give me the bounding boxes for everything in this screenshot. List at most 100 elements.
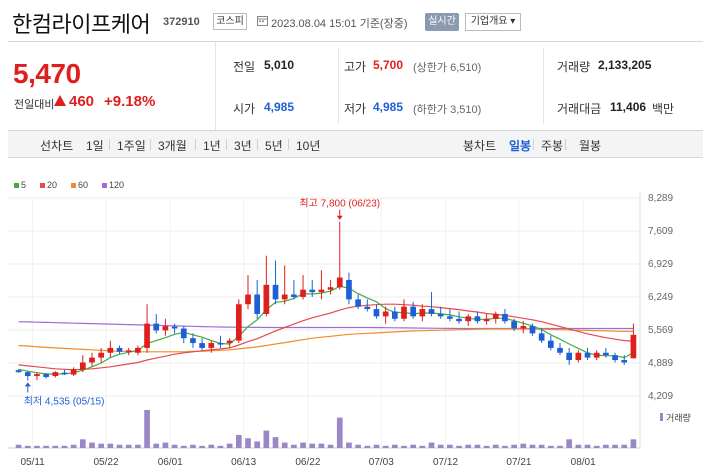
realtime-button[interactable]: 실시간 bbox=[425, 13, 459, 31]
min-annotation: 최저 4,535 (05/15) bbox=[24, 395, 105, 407]
y-tick-label: 5,569 bbox=[648, 325, 673, 336]
tab-1year[interactable]: 1년 bbox=[203, 139, 221, 153]
tab-weekly[interactable]: 주봉 bbox=[541, 139, 564, 153]
volume-bar bbox=[566, 439, 573, 448]
legend-ma60: 60 bbox=[78, 180, 89, 190]
candle-body bbox=[34, 374, 40, 377]
volume-bar bbox=[144, 410, 150, 448]
volume-bar bbox=[318, 443, 325, 448]
volume-bar bbox=[373, 444, 380, 448]
volume-bar bbox=[98, 443, 105, 448]
tab-1week[interactable]: 1주일 bbox=[117, 139, 146, 153]
candle-body bbox=[511, 321, 517, 329]
divider bbox=[533, 139, 534, 150]
legend-ma60-swatch bbox=[71, 183, 76, 188]
stock-name: 한컴라이프케어 bbox=[12, 12, 151, 37]
tab-1day[interactable]: 1일 bbox=[86, 139, 104, 153]
min-arrow-head bbox=[24, 382, 31, 387]
volume-bar bbox=[89, 442, 95, 448]
volume-bar bbox=[199, 445, 205, 448]
candle-body bbox=[52, 372, 59, 377]
candle-body bbox=[43, 374, 49, 378]
candle-body bbox=[612, 355, 618, 361]
volume-bar bbox=[125, 444, 132, 448]
volume-bar bbox=[281, 442, 288, 448]
candle-body bbox=[584, 352, 591, 358]
volume-bar bbox=[538, 444, 545, 448]
candle-body bbox=[547, 340, 554, 348]
volume-bar bbox=[245, 438, 251, 448]
x-tick-label: 08/01 bbox=[571, 457, 596, 468]
candle-body bbox=[79, 362, 86, 370]
tab-monthly[interactable]: 월봉 bbox=[579, 139, 602, 153]
volume-bar bbox=[419, 445, 426, 448]
volume-bar bbox=[190, 444, 196, 448]
candle-body bbox=[226, 340, 233, 344]
volume-bar bbox=[603, 444, 609, 448]
candle-body bbox=[24, 372, 31, 377]
candle-body bbox=[520, 326, 527, 329]
current-price: 5,470 bbox=[13, 58, 81, 89]
up-arrow-icon bbox=[54, 95, 66, 106]
x-tick-label: 06/13 bbox=[231, 457, 256, 468]
candle-body bbox=[456, 318, 462, 322]
candle-body bbox=[465, 316, 472, 322]
candle-body bbox=[566, 352, 573, 361]
legend-ma20: 20 bbox=[47, 180, 58, 190]
volume-bar bbox=[437, 444, 444, 448]
candle-body bbox=[483, 318, 490, 322]
candle-body bbox=[391, 311, 398, 319]
candle-body bbox=[61, 372, 68, 375]
candle-body bbox=[153, 323, 160, 331]
candle-body bbox=[162, 326, 169, 331]
divider bbox=[543, 48, 544, 124]
tab-3month[interactable]: 3개월 bbox=[158, 139, 187, 153]
candle-body bbox=[474, 316, 481, 322]
candle-body bbox=[603, 352, 609, 356]
legend-ma5-swatch bbox=[14, 183, 19, 188]
volume-bar bbox=[226, 443, 233, 448]
volume-bar bbox=[171, 444, 178, 448]
y-tick-label: 6,929 bbox=[648, 259, 673, 270]
tab-10year[interactable]: 10년 bbox=[296, 139, 321, 153]
candle-body bbox=[437, 313, 444, 317]
amount-label: 거래대금 bbox=[557, 102, 602, 116]
candle-body bbox=[245, 294, 251, 305]
volume-bar bbox=[61, 445, 68, 448]
volume-bar bbox=[410, 444, 417, 448]
x-tick-label: 07/12 bbox=[433, 457, 458, 468]
candle-body bbox=[291, 294, 297, 297]
legend-ma120: 120 bbox=[109, 180, 125, 190]
y-tick-label: 6,249 bbox=[648, 292, 673, 303]
change-amount: 460 bbox=[69, 93, 95, 110]
candle-body bbox=[630, 334, 637, 359]
candle-body bbox=[492, 313, 499, 319]
ma120-line bbox=[18, 321, 634, 330]
volume-legend-swatch bbox=[660, 413, 663, 421]
candle-body bbox=[89, 357, 95, 363]
company-overview-dropdown[interactable]: 기업개요 ▾ bbox=[465, 13, 521, 31]
legend-ma20-swatch bbox=[40, 183, 45, 188]
candle-body bbox=[346, 279, 352, 300]
candle-body bbox=[190, 338, 196, 344]
candle-body bbox=[70, 369, 77, 375]
divider bbox=[257, 139, 258, 150]
candle-body bbox=[621, 360, 628, 363]
volume-bar bbox=[547, 445, 554, 448]
candle-body bbox=[98, 352, 105, 358]
chart-grid bbox=[8, 192, 641, 449]
current-price-box bbox=[8, 42, 216, 130]
candle-body bbox=[336, 277, 343, 288]
tab-daily[interactable]: 일봉 bbox=[509, 139, 532, 153]
candle-body bbox=[125, 350, 132, 352]
amount-unit: 백만 bbox=[652, 102, 675, 116]
divider bbox=[288, 139, 289, 150]
prev-close-label: 전일 bbox=[233, 60, 256, 74]
candle-body bbox=[254, 294, 261, 314]
candle-body bbox=[272, 284, 279, 300]
tab-5year[interactable]: 5년 bbox=[265, 139, 283, 153]
tab-3year[interactable]: 3년 bbox=[234, 139, 252, 153]
volume-bar bbox=[355, 444, 361, 448]
candle-body bbox=[529, 326, 536, 334]
